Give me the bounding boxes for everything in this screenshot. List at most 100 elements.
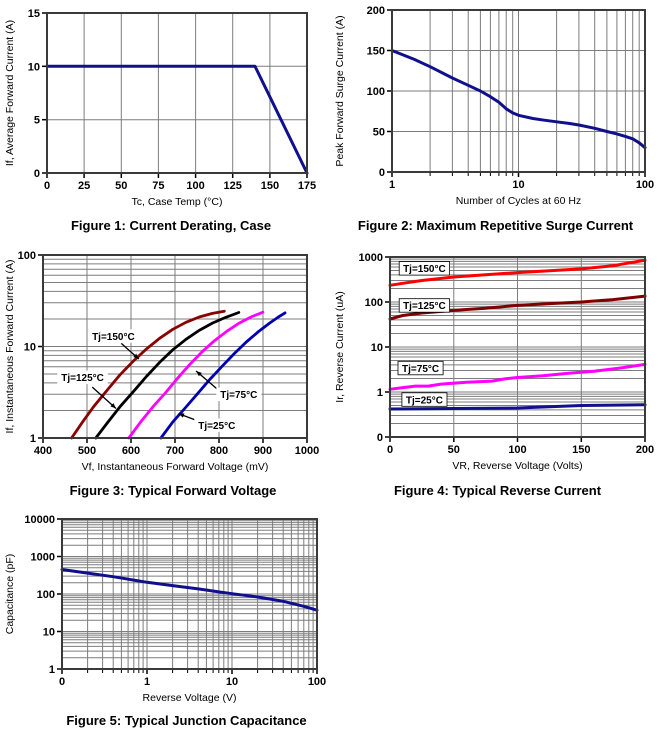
fig2-x-axis-title: Number of Cycles at 60 Hz [456,195,581,207]
x-tick-label: 700 [166,445,184,457]
x-tick-label: 75 [152,180,164,192]
figure-5-chart-area: 0 1 10 100 1 10 100 1000 10000 Reverse Voltage (V… [0,505,340,716]
figure-4-chart-area: Tj=150°C Tj=125°C Tj=75°C Tj=25°C 0 50 100 150 2… [330,245,658,486]
y-tick-label: 10 [24,342,36,354]
x-tick-label: 0 [59,676,65,688]
fig1-y-axis-title: If, Average Forward Current (A) [4,20,16,166]
y-tick-label: 150 [367,46,385,58]
x-tick-label: 900 [254,445,272,457]
x-tick-label: 0 [387,444,393,456]
x-tick-label: 400 [34,445,52,457]
x-tick-label: 10 [226,676,238,688]
annotation-text: Tj=25°C [406,395,443,406]
annotation-box [398,261,450,276]
annotation-arrowhead [110,403,116,409]
series-peak-surge-current [390,49,647,150]
fig2-plot-border [391,9,646,173]
figure-1-current-derating: 0 25 50 75 100 125 150 175 0 5 10 15 Tc, Case Temp (… [0,0,330,238]
x-tick-label: 150 [572,444,590,456]
fig4-x-axis-title: VR, Reverse Voltage (Volts) [452,460,582,472]
x-tick-label: 1000 [295,445,319,457]
x-tick-label: 500 [78,445,96,457]
figure-5-junction-capacitance: 0 1 10 100 1 10 100 1000 10000 Reverse Voltage (V… [0,505,340,733]
series-tj-150c [70,309,226,440]
y-tick-label: 100 [365,297,383,309]
y-tick-label: 10 [371,342,383,354]
y-tick-label: 10 [43,627,55,639]
x-tick-label: 100 [186,180,204,192]
y-tick-label: 1 [30,433,36,445]
annotation-text: Tj=150°C [403,264,446,275]
fig4-plot-border [389,256,646,438]
figure-1-chart-area: 0 25 50 75 100 125 150 175 0 5 10 15 Tc, Case Temp (… [0,0,330,221]
series-junction-capacitance [60,568,319,612]
y-tick-label: 0 [34,168,40,180]
annotation-text: Tj=125°C [403,301,446,312]
figure-3-chart-area: Tj=150°C Tj=125°C Tj=75°C Tj=25°C 400 500 600 7… [0,245,330,486]
series-tj-150c [388,258,647,287]
x-tick-label: 25 [78,180,90,192]
annotation-text: Tj=75°C [402,364,439,375]
series-tj-125c [388,294,647,321]
series-tj-125c [94,311,241,440]
series-tj-75c [388,362,647,391]
x-tick-label: 150 [261,180,279,192]
annotation-box [216,387,262,402]
y-tick-label: 1 [377,387,383,399]
figure-5-caption: Figure 5: Typical Junction Capacitance [66,713,307,728]
x-tick-label: 175 [298,180,316,192]
fig1-plot-border [46,12,308,174]
fig3-y-axis-title: If, Instantaneous Forward Current (A) [4,260,16,434]
x-tick-label: 1 [144,676,150,688]
annotation-text: Tj=25°C [198,421,235,432]
figure-4-reverse-current: Tj=150°C Tj=125°C Tj=75°C Tj=25°C 0 50 100 150 2… [330,245,658,503]
fig4-y-axis-title: Ir, Reverse Current (uA) [334,291,346,402]
x-tick-label: 200 [636,444,654,456]
y-tick-label: 100 [18,250,36,262]
x-tick-label: 100 [508,444,526,456]
x-tick-label: 1 [389,179,395,191]
annotation-box [88,329,139,343]
y-tick-label: 200 [367,5,385,17]
fig4-svg: Tj=150°CTj=125°CTj=75°CTj=25°C0 50 100 150 2… [334,252,654,472]
figure-1-caption: Figure 1: Current Derating, Case [70,218,272,233]
fig5-x-axis-title: Reverse Voltage (V) [143,692,237,704]
y-tick-label: 0 [377,432,383,444]
annotation-arrowhead [196,371,202,377]
x-tick-label: 800 [210,445,228,457]
figure-3-caption: Figure 3: Typical Forward Voltage [69,483,277,498]
fig5-plot-border [61,518,318,670]
annotation-text: Tj=125°C [61,373,104,384]
y-tick-label: 100 [367,86,385,98]
fig3-plot-border [42,254,308,439]
y-tick-label: 10 [28,61,40,73]
annotation-box [194,418,240,432]
y-tick-label: 5 [34,115,40,127]
annotation-box [401,392,448,407]
x-tick-label: 125 [224,180,242,192]
y-tick-label: 1000 [359,252,383,264]
y-tick-label: 1000 [31,552,55,564]
y-tick-label: 50 [373,127,385,139]
y-tick-label: 15 [28,8,40,20]
figure-2-chart-area: 1 10 100 0 50 100 150 200 Number of Cycles at 60… [330,0,658,221]
x-tick-label: 100 [636,179,654,191]
series-tj-25c [388,403,647,411]
annotation-arrowhead [133,353,139,359]
fig2-y-axis-title: Peak Forward Surge Current (A) [334,15,346,166]
series-tj-75c [127,310,265,440]
x-tick-label: 0 [44,180,50,192]
x-tick-label: 10 [512,179,524,191]
fig1-x-axis-title: Tc, Case Temp (°C) [132,196,223,208]
x-tick-label: 50 [448,444,460,456]
figure-2-caption: Figure 2: Maximum Repetitive Surge Curre… [357,218,634,233]
figure-4-caption: Figure 4: Typical Reverse Current [393,483,602,498]
figure-3-forward-voltage: Tj=150°C Tj=125°C Tj=75°C Tj=25°C 400 500 600 7… [0,245,330,503]
series-tj-25c [159,311,287,440]
fig2-svg: 1 10 100 0 50 100 150 200 Number of Cycles at 60… [334,5,654,207]
y-tick-label: 0 [379,167,385,179]
annotation-text: Tj=150°C [92,332,135,343]
x-tick-label: 600 [122,445,140,457]
fig1-svg: 0 25 50 75 100 125 150 175 0 5 10 15 Tc, Case Temp (… [4,8,316,208]
